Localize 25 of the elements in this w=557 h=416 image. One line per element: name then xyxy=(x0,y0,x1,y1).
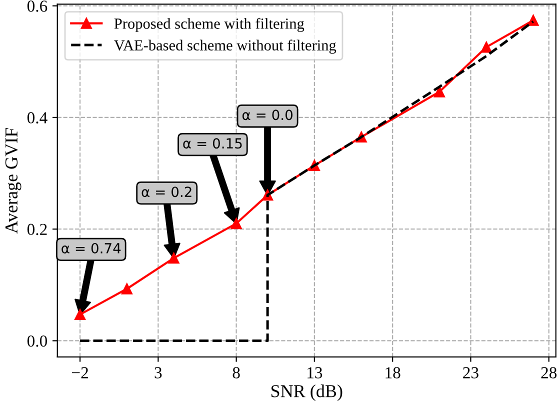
point xyxy=(480,42,492,53)
y-tick-label: 0.6 xyxy=(27,0,48,12)
legend-label: VAE-based scheme without filtering xyxy=(114,40,336,54)
point xyxy=(434,86,446,98)
annotation: α = 0.15 xyxy=(183,138,242,149)
y-tick-label: 0.0 xyxy=(27,335,48,347)
y-tick-label: 0.4 xyxy=(27,112,48,124)
annotation: α = 0.74 xyxy=(62,242,121,254)
y-tick-label: 0.2 xyxy=(27,224,47,236)
point xyxy=(74,308,86,320)
x-tick-label: 8 xyxy=(232,367,240,378)
point xyxy=(230,218,242,230)
x-tick-label: 3 xyxy=(154,367,162,378)
x-axis-title: SNR (dB) xyxy=(271,384,342,401)
annotation: α = 0.2 xyxy=(142,186,192,198)
point xyxy=(121,283,132,294)
legend-label: Proposed scheme with filtering xyxy=(114,18,304,32)
x-tick-label: 18 xyxy=(386,367,400,378)
x-tick-label: 28 xyxy=(541,367,557,378)
x-tick-label: 13 xyxy=(308,367,322,378)
annotation: α = 0.0 xyxy=(242,110,292,120)
point xyxy=(168,252,180,264)
x-tick-label: 23 xyxy=(463,367,478,378)
y-axis-title: Average GVIF xyxy=(5,128,22,234)
x-tick-label: −2 xyxy=(72,367,88,378)
